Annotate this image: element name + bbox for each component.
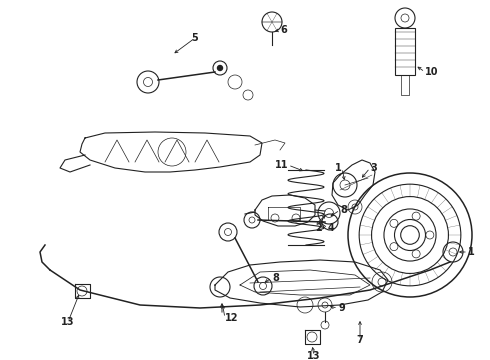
Text: 6: 6 (280, 25, 287, 35)
Text: 5: 5 (192, 33, 198, 43)
Text: 7: 7 (357, 335, 364, 345)
Text: 13: 13 (61, 317, 75, 327)
Text: 8: 8 (340, 205, 347, 215)
Text: 3: 3 (370, 163, 377, 173)
Text: 10: 10 (425, 67, 439, 77)
Text: 2: 2 (315, 223, 322, 233)
Text: 1: 1 (335, 163, 342, 173)
Text: 9: 9 (338, 303, 345, 313)
Text: 11: 11 (274, 160, 288, 170)
Text: 1: 1 (468, 247, 475, 257)
Circle shape (218, 66, 222, 71)
Text: 13: 13 (307, 351, 321, 360)
Text: 8: 8 (272, 273, 279, 283)
Text: 4: 4 (328, 223, 335, 233)
Text: 12: 12 (225, 313, 239, 323)
